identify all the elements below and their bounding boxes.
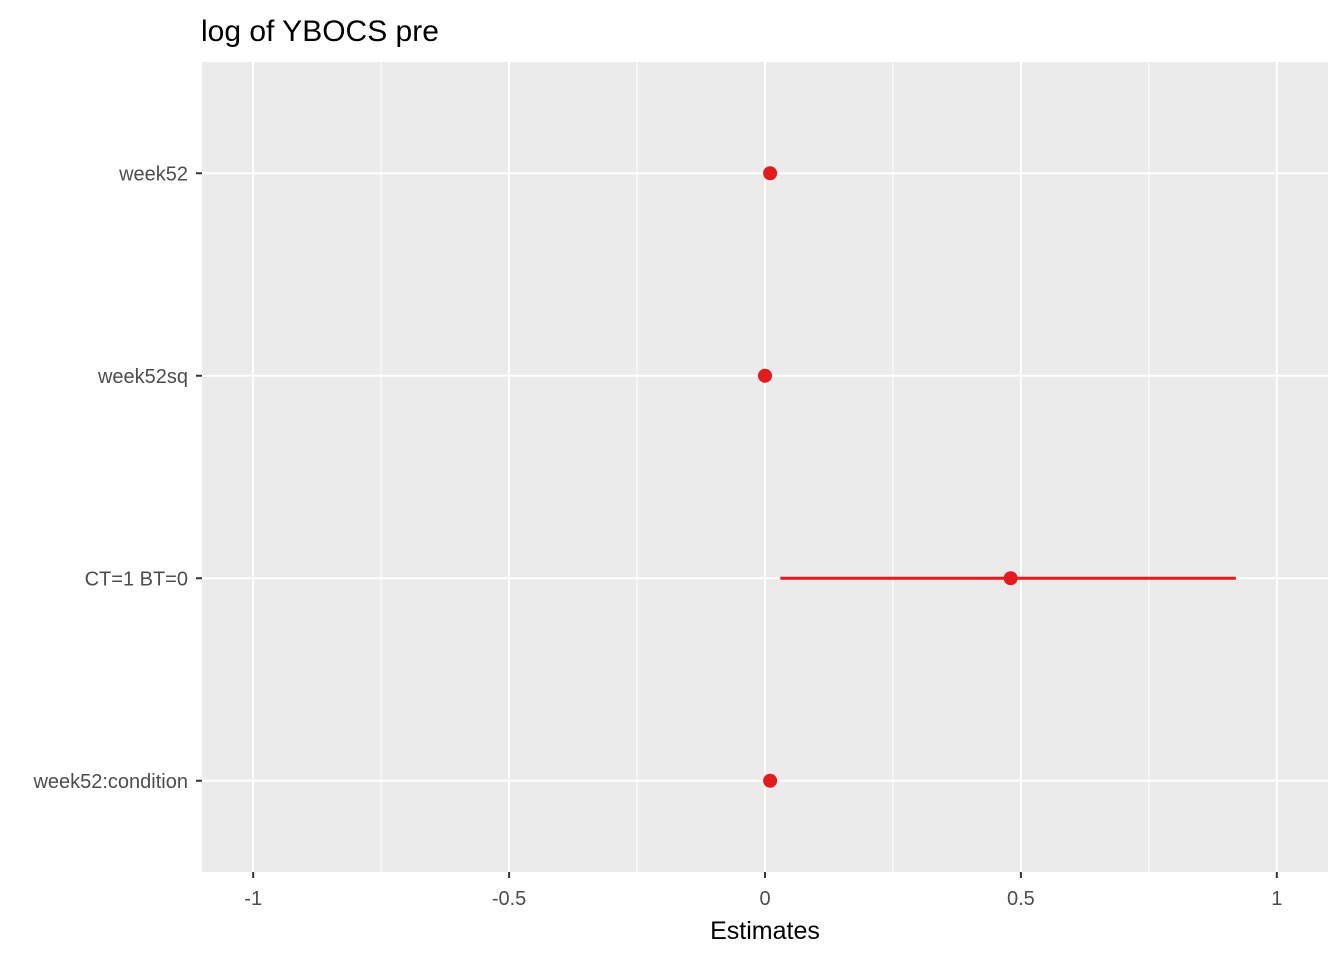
estimate-point — [763, 773, 778, 788]
estimate-point — [1003, 571, 1018, 586]
x-tick-label: 0.5 — [1007, 888, 1035, 910]
y-tick-label: CT=1 BT=0 — [85, 568, 188, 590]
data-marks — [758, 166, 1236, 788]
x-tick-label: 1 — [1271, 888, 1282, 910]
x-tick-label: -1 — [244, 888, 262, 910]
y-tick-label: week52sq — [97, 366, 188, 388]
x-tick-label: -0.5 — [492, 888, 526, 910]
y-tick-label: week52 — [118, 163, 188, 185]
y-axis: week52 week52sq CT=1 BT=0 week52:condition — [32, 163, 202, 793]
chart-title: log of YBOCS pre — [201, 15, 439, 48]
estimate-point — [758, 368, 772, 383]
x-axis-title: Estimates — [710, 917, 820, 945]
estimate-point — [763, 166, 778, 181]
x-tick-label: 0 — [759, 888, 770, 910]
x-axis: -1 -0.5 0 0.5 1 — [244, 872, 1282, 910]
y-tick-label: week52:condition — [32, 771, 188, 793]
